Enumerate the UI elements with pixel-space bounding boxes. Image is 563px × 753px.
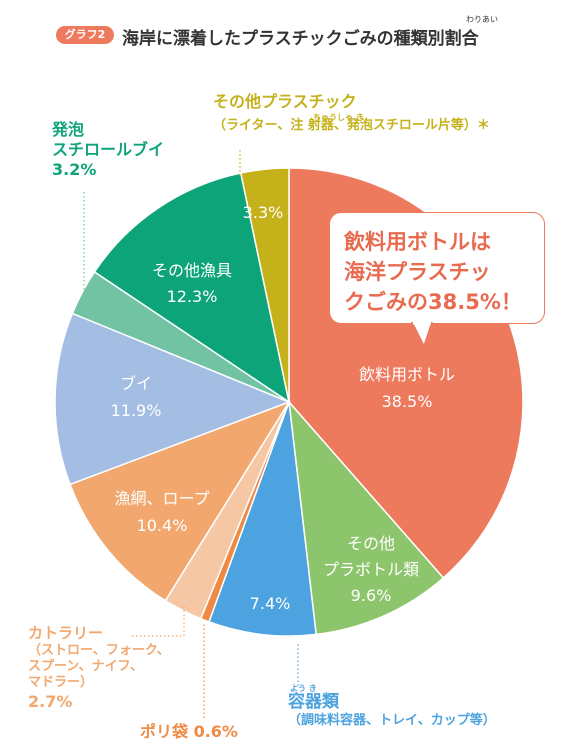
slice-labels: 飲料用ボトル 38.5% その他 プラボトル類 9.6% 7.4% 漁網、ロープ… — [111, 203, 455, 613]
label-fishing-net-value: 10.4% — [137, 516, 188, 535]
label-drink-bottle-name: 飲料用ボトル — [359, 365, 455, 384]
slice-other-bottle — [287, 399, 445, 636]
label-other-plastic-value: 3.3% — [243, 203, 284, 222]
chart-header: グラフ2 海岸に漂着したプラスチックごみの種類別割合 わりあい — [56, 15, 536, 49]
label-other-fishing-name: その他漁具 — [152, 261, 232, 280]
label-fishing-net-name: 漁網、ロープ — [114, 489, 209, 508]
slice-container — [208, 401, 318, 637]
cutlery-detail-1: （ストロー、フォーク、 — [28, 642, 170, 658]
callout-line-1: 飲料用ボトルは — [344, 230, 491, 254]
foam-buoy-name-1: 発泡 — [52, 120, 85, 139]
label-buoy-name: ブイ — [120, 374, 152, 393]
other-plastic-name: その他プラスチック — [213, 92, 357, 111]
container-ruby: よう き — [290, 684, 317, 693]
foam-buoy-value: 3.2% — [52, 160, 97, 179]
container-name: 容器類 — [288, 692, 339, 712]
ext-label-foam-buoy: 発泡 スチロールブイ 3.2% — [52, 120, 164, 180]
callout-text: 飲料用ボトルは 海洋プラスチッ クごみの38.5%！ — [344, 227, 522, 317]
label-other-bottle-name-1: その他 — [347, 534, 395, 553]
other-plastic-ruby: ちゅうしゃ き — [313, 113, 364, 122]
slice-other-plastic — [239, 167, 290, 403]
cutlery-detail-3: マドラー） — [28, 675, 94, 691]
label-container-value: 7.4% — [250, 594, 291, 613]
label-other-fishing-value: 12.3% — [167, 287, 218, 306]
callout-box: 飲料用ボトルは 海洋プラスチッ クごみの38.5%！ — [329, 212, 545, 324]
label-buoy-value: 11.9% — [111, 401, 162, 420]
graph-number-badge: グラフ2 — [56, 26, 114, 44]
ext-label-cutlery: カトラリー （ストロー、フォーク、 スプーン、ナイフ、 マドラー） 2.7% — [28, 624, 170, 712]
ext-label-container: よう き 容器類 （調味料容器、トレイ、カップ等） — [288, 684, 496, 730]
label-other-bottle-name-2: プラボトル類 — [323, 560, 419, 579]
ext-label-plastic-bag: ポリ袋 0.6% — [140, 722, 238, 741]
ext-label-other-plastic: その他プラスチック ちゅうしゃ き （ライター、注 射器、発泡スチロール片等）＊ — [213, 92, 490, 134]
slice-buoy — [54, 312, 292, 486]
label-other-bottle-value: 9.6% — [351, 586, 392, 605]
leader-cutlery — [132, 606, 185, 637]
other-plastic-detail: （ライター、注 射器、発泡スチロール片等）＊ — [213, 118, 490, 133]
slice-other-fishing — [93, 172, 291, 404]
callout-line-2: 海洋プラスチッ — [344, 260, 491, 284]
chart-title: 海岸に漂着したプラスチックごみの種類別割合 — [122, 29, 479, 49]
callout-tail — [411, 322, 433, 348]
cutlery-value: 2.7% — [28, 691, 73, 711]
cutlery-detail-2: スプーン、ナイフ、 — [28, 659, 144, 674]
label-drink-bottle-value: 38.5% — [382, 392, 433, 411]
container-detail: （調味料容器、トレイ、カップ等） — [288, 713, 496, 729]
callout-line-3: クごみの38.5%！ — [344, 290, 522, 314]
cutlery-name: カトラリー — [28, 624, 104, 642]
foam-buoy-name-2: スチロールブイ — [52, 140, 165, 159]
leader-lines — [83, 150, 299, 718]
slice-fishing-net — [69, 400, 291, 602]
title-ruby: わりあい — [466, 15, 498, 24]
